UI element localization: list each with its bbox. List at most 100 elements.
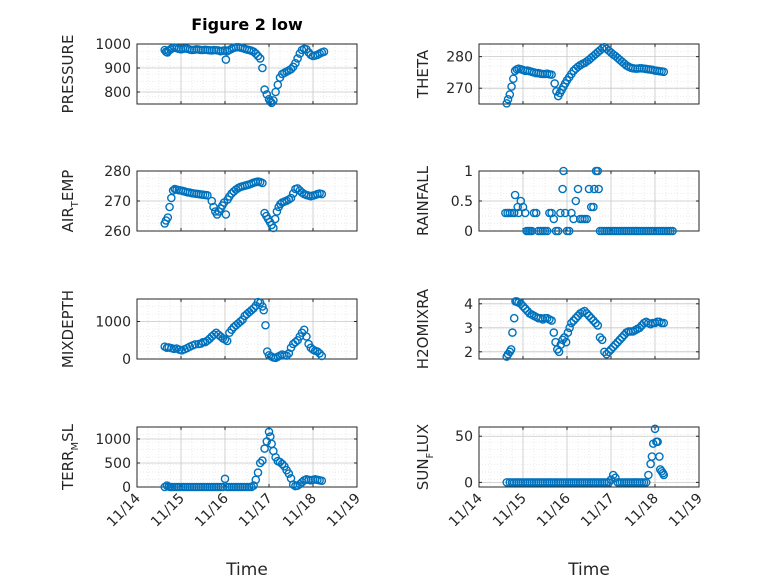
- y-axis-label-subscript: M: [70, 442, 81, 451]
- data-point: [302, 332, 311, 341]
- x-tick-label: 11/15: [490, 491, 530, 531]
- panel-pressure: 800 900 1000 PRESSURE Figure 2 low: [59, 15, 358, 113]
- data-point: [277, 459, 287, 469]
- y-tick-label: 800: [104, 85, 131, 101]
- data-point: [273, 80, 283, 90]
- data-point: [659, 470, 669, 480]
- y-tick-label: 270: [104, 194, 131, 210]
- data-point: [167, 193, 176, 203]
- data-point: [269, 223, 278, 233]
- data-point: [647, 452, 657, 461]
- data-point: [269, 96, 278, 105]
- data-point: [615, 335, 625, 345]
- y-axis-label: H2OMIXRA: [414, 288, 432, 369]
- y-tick-label: 50: [455, 429, 473, 445]
- data-point: [659, 67, 669, 77]
- panel-theta: 270 280 THETA: [414, 42, 700, 108]
- data-point: [227, 325, 236, 335]
- data-point: [586, 313, 596, 323]
- data-point: [291, 58, 300, 68]
- data-point: [286, 64, 296, 74]
- data-point: [259, 305, 269, 315]
- data-point: [565, 323, 574, 333]
- panel-air_temp: 260 270 280 AIRTEMP: [59, 164, 358, 240]
- data-point: [255, 54, 265, 63]
- data-point: [597, 335, 607, 345]
- data-point: [286, 193, 296, 203]
- data-point: [520, 208, 530, 218]
- x-tick-label: 11/15: [148, 491, 188, 531]
- data-point: [502, 99, 512, 108]
- data-point: [508, 328, 517, 337]
- x-tick-label: 11/18: [622, 491, 662, 531]
- y-tick-label: 0: [464, 475, 473, 491]
- axes-box: [478, 426, 700, 488]
- figure-title: Figure 2 low: [191, 15, 303, 34]
- data-point: [641, 478, 651, 487]
- data-point: [207, 196, 217, 206]
- data-point: [249, 304, 258, 313]
- data-point: [547, 316, 556, 325]
- data-point: [221, 55, 231, 64]
- data-point: [569, 316, 578, 325]
- data-point: [231, 185, 241, 194]
- data-point: [203, 336, 212, 345]
- data-point: [564, 226, 574, 236]
- data-point: [560, 208, 570, 218]
- data-point: [659, 318, 669, 328]
- panel-sun_flux: 0 50 11/14 11/15 11/16 11/17 11/18 11/19 Time SUN…: [414, 424, 706, 580]
- data-point: [559, 166, 568, 176]
- y-tick-label: 1000: [95, 37, 131, 53]
- y-axis-label: THETA: [414, 49, 432, 99]
- y-tick-label: 2: [464, 345, 473, 361]
- data-point: [203, 190, 212, 200]
- data-point: [606, 345, 616, 354]
- y-axis-label-part: SUN: [414, 458, 432, 490]
- data-point: [258, 456, 267, 465]
- data-point: [584, 311, 594, 321]
- y-tick-label: 3: [464, 321, 473, 337]
- data-point: [561, 337, 571, 347]
- data-point: [510, 190, 520, 200]
- data-point: [563, 328, 573, 337]
- data-point: [553, 226, 563, 236]
- data-point: [567, 318, 576, 328]
- data-point: [253, 468, 263, 477]
- data-point: [608, 342, 618, 352]
- data-point: [589, 316, 598, 325]
- y-tick-label: 0: [464, 224, 473, 240]
- data-point: [520, 304, 530, 313]
- x-axis-label: Time: [567, 560, 610, 580]
- x-tick-label: 11/16: [534, 490, 574, 530]
- data-point: [549, 328, 559, 337]
- data-point: [604, 347, 614, 357]
- data-point: [258, 302, 267, 311]
- data-point: [584, 184, 594, 194]
- y-tick-label: 900: [104, 61, 131, 77]
- y-tick-label: 260: [104, 224, 131, 240]
- data-point: [594, 184, 603, 194]
- data-point: [260, 444, 269, 453]
- axes-box: [478, 43, 700, 105]
- data-point: [589, 184, 599, 194]
- y-tick-label: 280: [446, 50, 473, 66]
- data-point: [509, 313, 519, 323]
- data-point: [313, 347, 322, 356]
- data-point: [507, 82, 516, 91]
- data-point: [509, 74, 518, 84]
- data-point: [518, 301, 528, 311]
- axes-box: [136, 426, 358, 488]
- y-tick-label: 280: [104, 164, 131, 180]
- data-point: [573, 184, 583, 194]
- x-tick-label: 11/16: [192, 490, 232, 530]
- x-tick-label: 11/19: [666, 491, 706, 531]
- data-point: [264, 427, 274, 437]
- data-point: [635, 323, 644, 333]
- data-point: [558, 184, 567, 194]
- data-point: [582, 214, 592, 224]
- data-point: [260, 85, 269, 94]
- x-tick-label: 11/17: [578, 491, 618, 531]
- panel-terr_msl: 0 500 1000 11/14 11/15 11/16 11/17 11/18 11/19 Ti…: [59, 423, 364, 580]
- y-axis-label-part: TERR: [59, 451, 77, 492]
